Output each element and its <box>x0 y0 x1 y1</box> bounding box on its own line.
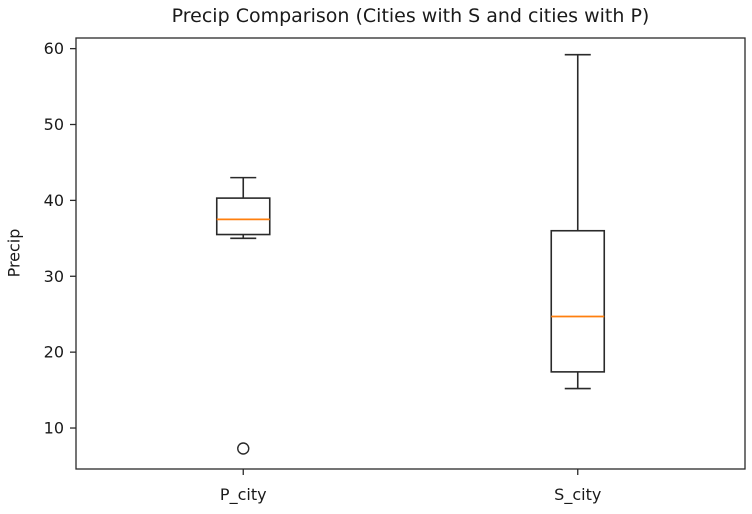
y-tick-label: 20 <box>44 343 64 362</box>
y-tick-label: 30 <box>44 267 64 286</box>
outlier-point-p_city <box>237 442 250 455</box>
y-tick-label: 60 <box>44 39 64 58</box>
y-tick-label: 40 <box>44 191 64 210</box>
box-p_city <box>215 197 271 236</box>
plot-frame <box>75 37 746 470</box>
box-s_city <box>550 229 606 373</box>
y-tick-label: 10 <box>44 419 64 438</box>
y-tick-label: 50 <box>44 115 64 134</box>
chart-title: Precip Comparison (Cities with S and cit… <box>171 5 650 27</box>
x-tick-label: P_city <box>220 485 267 505</box>
x-tick-label: S_city <box>554 485 601 505</box>
